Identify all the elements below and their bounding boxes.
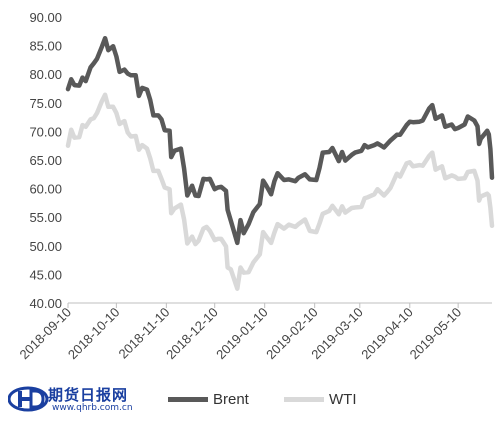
y-tick-label: 45.00 bbox=[29, 267, 62, 282]
x-tick-label: 2018-10-10 bbox=[65, 305, 123, 363]
legend-wti-label: WTI bbox=[329, 391, 357, 408]
qhrb-logo: 期货日报网 www.qhrb.com.cn bbox=[8, 384, 138, 416]
series-layer bbox=[65, 35, 495, 291]
y-tick-label: 60.00 bbox=[29, 182, 62, 197]
logo-url: www.qhrb.com.cn bbox=[52, 403, 133, 413]
legend-brent: Brent bbox=[168, 391, 249, 408]
y-tick-label: 65.00 bbox=[29, 153, 62, 168]
x-tick-label: 2018-12-10 bbox=[163, 305, 221, 363]
y-tick-label: 70.00 bbox=[29, 124, 62, 139]
y-tick-label: 40.00 bbox=[29, 296, 62, 311]
y-tick-label: 55.00 bbox=[29, 210, 62, 225]
y-tick-label: 90.00 bbox=[29, 10, 62, 25]
legend-brent-swatch bbox=[168, 397, 208, 402]
legend-brent-label: Brent bbox=[213, 391, 249, 408]
qhrb-logo-icon bbox=[8, 386, 49, 412]
legend-wti: WTI bbox=[284, 391, 357, 408]
x-axis-ticks: 2018-09-102018-10-102018-11-102018-12-10… bbox=[16, 305, 464, 363]
x-tick-label: 2019-01-10 bbox=[213, 305, 271, 363]
series-line-brent bbox=[65, 35, 495, 246]
series-line-wti bbox=[65, 92, 495, 291]
legend-wti-swatch bbox=[284, 397, 324, 402]
logo-text: 期货日报网 bbox=[48, 386, 129, 404]
y-tick-label: 50.00 bbox=[29, 239, 62, 254]
y-axis-ticks: 40.00 45.00 50.00 55.00 60.00 65.00 70.00 75.00… bbox=[29, 10, 62, 311]
y-tick-label: 85.00 bbox=[29, 39, 62, 54]
y-tick-label: 75.00 bbox=[29, 96, 62, 111]
x-axis-tickmarks bbox=[67, 303, 459, 308]
x-tick-label: 2019-05-10 bbox=[407, 305, 465, 363]
y-tick-label: 80.00 bbox=[29, 67, 62, 82]
